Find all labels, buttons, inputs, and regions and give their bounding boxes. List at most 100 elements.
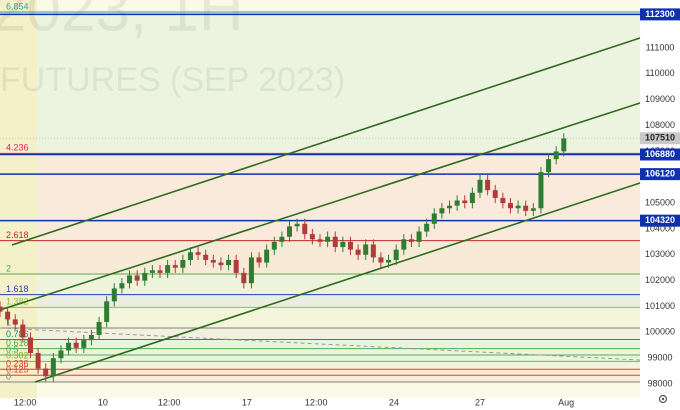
fib-label: 0.382 [6, 351, 29, 361]
fib-zone [37, 274, 640, 295]
candle-body [20, 324, 26, 338]
candle-body [50, 358, 56, 377]
left-shade [0, 0, 37, 398]
fib-label: 1.382 [6, 297, 29, 307]
candle-body [294, 223, 300, 227]
price-label: 106880 [645, 149, 675, 159]
candle-body [0, 306, 3, 312]
fib-zone [37, 361, 640, 370]
candle-body [127, 275, 133, 284]
fib-label: 1 [6, 317, 11, 327]
candle-body [530, 208, 536, 211]
candle-body [447, 205, 453, 209]
last-price-label: 107510 [645, 133, 675, 143]
candle-body [180, 259, 186, 268]
candle-body [424, 223, 430, 232]
watermark: FUTURES (SEP 2023) [0, 61, 345, 99]
fib-label: 0.125 [6, 365, 29, 375]
y-tick-label: 99000 [647, 353, 672, 363]
x-tick-label: 12:00 [14, 397, 37, 407]
fib-zone [37, 294, 640, 308]
candle-body [500, 197, 506, 204]
candle-body [165, 265, 171, 273]
candle-body [401, 239, 407, 250]
y-tick-label: 111000 [646, 42, 675, 52]
candle-body [454, 200, 460, 206]
candle-body [279, 236, 285, 242]
y-tick-label: 104000 [645, 223, 675, 233]
time-axis [0, 398, 640, 410]
candle-body [477, 179, 483, 193]
candle-body [88, 334, 94, 341]
candle-body [302, 223, 308, 235]
candle-body [43, 368, 49, 377]
candle-body [325, 236, 331, 242]
fib-label: 1.618 [6, 284, 29, 294]
candle-body [134, 275, 140, 281]
x-tick-label: 24 [389, 397, 399, 407]
fib-label: 2 [6, 263, 11, 273]
candle-body [58, 350, 64, 359]
candle-body [96, 322, 102, 335]
candle-body [507, 203, 513, 209]
fib-zone [37, 339, 640, 349]
watermark: 2023, 1H [0, 0, 244, 44]
fib-zone [37, 369, 640, 376]
y-tick-label: 110000 [645, 68, 674, 78]
fib-zone [37, 240, 640, 275]
fib-zone [37, 12, 640, 154]
fib-zone [37, 307, 640, 329]
price-label: 112300 [645, 9, 675, 19]
candle-body [408, 239, 414, 242]
plot-background [0, 0, 640, 398]
price-label-box [640, 168, 680, 181]
price-label: 106120 [645, 169, 675, 179]
candle-body [515, 205, 521, 209]
last-price-box [640, 132, 680, 145]
candle-body [561, 138, 567, 152]
y-tick-label: 105000 [645, 197, 675, 207]
candle-body [187, 252, 193, 260]
candle-body [485, 179, 491, 191]
candle-body [538, 172, 544, 209]
candle-body [233, 259, 239, 273]
candle-body [546, 159, 552, 173]
fib-zone [37, 354, 640, 362]
candle-body [73, 342, 79, 348]
x-tick-label: 12:00 [158, 397, 181, 407]
channel-line [0, 102, 641, 311]
candle-body [393, 249, 399, 260]
candle-body [347, 241, 353, 250]
candle-body [370, 244, 376, 258]
price-label: 104320 [645, 215, 675, 225]
candle-body [287, 226, 293, 237]
fib-label: 0.786 [6, 329, 29, 339]
candle-body [119, 283, 125, 289]
candle-body [195, 252, 201, 255]
fib-label: 0.236 [6, 359, 29, 369]
candle-body [27, 337, 33, 354]
candle-body [469, 192, 475, 204]
trend-line [0, 327, 641, 361]
candle-body [35, 353, 41, 369]
fib-zone [37, 375, 640, 382]
candle-body [248, 257, 254, 284]
plot-layer: 6.854 4.236 2.618 2 1.618 1.382 1 0.7860.6180.5… [0, 1, 641, 383]
fib-label: 0.618 [6, 338, 29, 348]
y-tick-label: 103000 [645, 249, 675, 259]
candle-body [416, 231, 422, 242]
x-tick-label: 27 [475, 397, 485, 407]
y-tick-label: 101000 [645, 301, 675, 311]
settings-icon[interactable] [658, 394, 668, 404]
candle-body [492, 190, 498, 198]
candle-body [66, 342, 72, 351]
candle-body [378, 257, 384, 263]
channel-line [34, 182, 641, 383]
x-tick-label: 17 [242, 397, 252, 407]
fib-zone [37, 328, 640, 340]
candle-body [271, 241, 277, 250]
channel-line [11, 37, 641, 246]
candle-body [256, 257, 262, 263]
candle-body [553, 151, 559, 160]
candle-body [340, 241, 346, 248]
